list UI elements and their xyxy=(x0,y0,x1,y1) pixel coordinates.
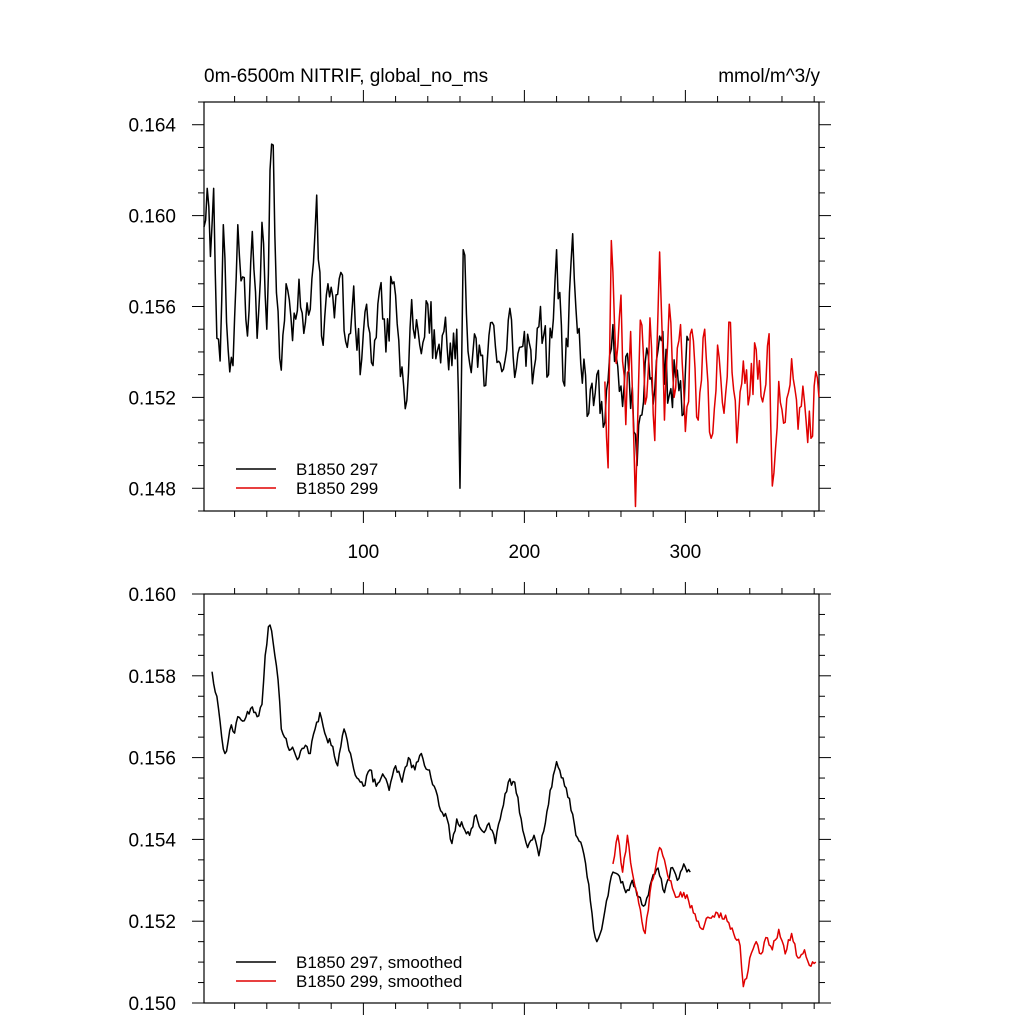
x-tick-label: 100 xyxy=(348,542,380,563)
legend-label: B1850 297 xyxy=(296,460,378,479)
y-tick-label: 0.152 xyxy=(128,912,176,933)
series-line-b1850-299 xyxy=(604,239,820,508)
y-tick-label: 0.156 xyxy=(128,298,176,319)
y-tick-label: 0.148 xyxy=(128,479,176,500)
legend-label: B1850 297, smoothed xyxy=(296,953,462,972)
y-tick-label: 0.160 xyxy=(128,207,176,228)
y-tick-label: 0.152 xyxy=(128,388,176,409)
x-tick-label: 300 xyxy=(670,542,702,563)
series-line-b1850-299 xyxy=(612,834,817,988)
legend-label: B1850 299, smoothed xyxy=(296,972,462,991)
y-tick-label: 0.150 xyxy=(128,994,176,1015)
legend-label: B1850 299 xyxy=(296,479,378,498)
x-tick-label: 200 xyxy=(509,542,541,563)
y-tick-label: 0.158 xyxy=(128,667,176,688)
bottom-panel: 0.150 0.152 0.154 0.156 0.158 0.160 B1850 297,… xyxy=(128,582,831,1015)
chart-units-label: mmol/m^3/y xyxy=(718,66,820,87)
series-line-b1850-297 xyxy=(211,624,691,943)
y-tick-label: 0.160 xyxy=(128,585,176,606)
top-panel: 0.148 0.152 0.156 0.160 0.164 100 200 300 B1850 … xyxy=(128,90,831,563)
series-line-b1850-297 xyxy=(203,143,690,490)
y-tick-label: 0.156 xyxy=(128,749,176,770)
chart-title: 0m-6500m NITRIF, global_no_ms xyxy=(204,66,488,87)
y-tick-label: 0.154 xyxy=(128,830,176,851)
y-tick-label: 0.164 xyxy=(128,116,176,137)
